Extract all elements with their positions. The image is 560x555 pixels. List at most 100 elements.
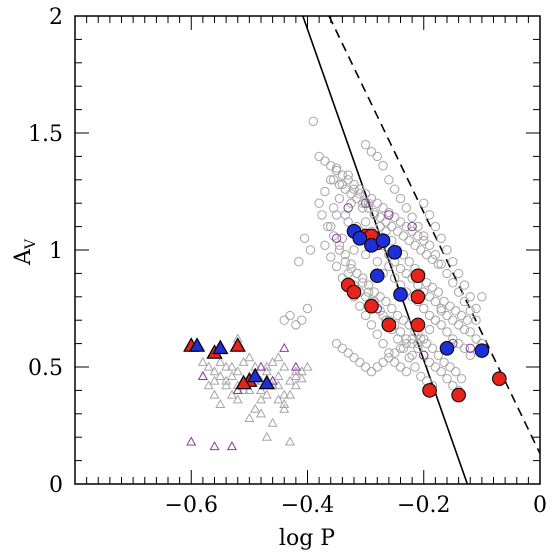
gray-open-triangle	[221, 380, 232, 390]
gray-open-triangle	[255, 408, 267, 418]
gray-open-circle	[346, 264, 356, 274]
gray-open-triangle	[279, 399, 290, 409]
gray-open-circle	[328, 231, 339, 241]
gray-open-circle	[326, 221, 336, 232]
gray-open-triangle	[226, 370, 237, 380]
gray-open-circle	[453, 268, 464, 279]
gray-open-circle	[465, 292, 475, 302]
gray-open-circle	[439, 357, 449, 368]
gray-open-circle	[395, 362, 406, 372]
gray-open-circle	[328, 175, 339, 185]
gray-open-circle	[294, 257, 304, 267]
red-filled-circle	[410, 268, 426, 284]
gray-open-circle	[448, 334, 458, 344]
purple-open-circle	[331, 233, 342, 244]
purple-open-triangle	[255, 361, 267, 371]
gray-open-circle	[413, 343, 423, 353]
y-axis-title: AV	[11, 238, 39, 266]
gray-open-circle	[392, 334, 403, 344]
gray-open-circle	[398, 315, 409, 325]
gray-open-circle	[407, 226, 417, 236]
gray-open-circle	[279, 315, 289, 325]
gray-open-circle	[355, 357, 365, 368]
gray-open-circle	[430, 221, 441, 232]
gray-open-circle	[430, 249, 441, 260]
gray-open-triangle	[296, 366, 307, 376]
gray-open-circle	[360, 217, 371, 227]
gray-open-circle	[349, 245, 359, 255]
gray-open-circle	[372, 151, 382, 162]
gray-open-circle	[387, 221, 397, 232]
tick-labels: −0.6 −0.4 −0.2 0 0 0.5 1 1.5 2	[28, 5, 547, 518]
gray-open-triangle	[226, 389, 237, 399]
gray-open-circle	[358, 273, 368, 283]
x-tick-label: −0.4	[281, 493, 334, 518]
gray-open-circle	[366, 320, 377, 330]
gray-open-circle	[360, 292, 371, 302]
gray-open-circle	[430, 296, 441, 307]
gray-open-circle	[299, 233, 310, 244]
gray-open-circle	[416, 371, 426, 382]
gray-open-circle	[424, 240, 435, 251]
gray-open-triangle	[209, 366, 220, 376]
gray-open-circle	[398, 343, 409, 353]
gray-open-circle	[314, 198, 324, 208]
gray-open-circle	[389, 212, 400, 222]
gray-open-circle	[442, 374, 452, 384]
gray-open-circle	[346, 198, 356, 208]
purple-open-triangle	[209, 441, 220, 451]
gray-open-circle	[430, 362, 441, 372]
gray-open-circle	[340, 249, 350, 260]
gray-open-circle	[363, 203, 374, 213]
x-tick-label: −0.6	[165, 493, 218, 518]
gray-open-circle	[398, 231, 409, 241]
gray-open-circle	[305, 245, 316, 255]
gray-open-circle	[320, 240, 330, 251]
gray-open-triangle	[232, 394, 243, 404]
gray-open-triangle	[290, 366, 301, 376]
gray-open-circle	[337, 170, 348, 180]
gray-open-triangle	[221, 361, 232, 371]
gray-open-circle	[424, 210, 435, 220]
gray-open-circle	[413, 231, 423, 241]
blue-filled-circle	[369, 268, 385, 284]
gray-open-triangle	[244, 384, 255, 394]
gray-open-circle	[331, 261, 342, 272]
gray-open-circle	[360, 189, 371, 199]
gray-open-circle	[451, 306, 461, 316]
gray-open-circle	[349, 352, 359, 363]
gray-open-circle	[419, 231, 429, 241]
gray-open-circle	[401, 221, 412, 232]
gray-open-circle	[436, 259, 446, 269]
gray-open-triangle	[203, 361, 214, 371]
gray-open-circle	[389, 184, 400, 194]
gray-open-circle	[410, 362, 420, 372]
gray-open-circle	[372, 257, 382, 267]
gray-open-triangle	[197, 370, 208, 380]
gray-open-circle	[442, 327, 452, 337]
gray-open-circle	[456, 310, 467, 321]
gray-open-circle	[401, 203, 412, 213]
gray-open-circle	[334, 179, 345, 190]
gray-open-circle	[384, 348, 394, 358]
gray-open-circle	[459, 324, 470, 335]
red-filled-circle	[451, 387, 466, 403]
gray-open-circle	[352, 268, 362, 279]
gray-open-circle	[378, 161, 388, 171]
gray-open-circle	[401, 366, 412, 377]
gray-open-circle	[384, 175, 394, 185]
gray-open-triangle	[267, 356, 278, 366]
gray-open-circle	[448, 315, 458, 325]
gray-open-circle	[334, 245, 345, 255]
gray-open-circle	[433, 287, 443, 297]
gray-open-circle	[419, 198, 429, 208]
purple-open-circle	[343, 203, 353, 213]
gray-open-triangle	[273, 370, 284, 380]
gray-open-circle	[436, 366, 446, 377]
gray-open-triangle	[290, 370, 301, 380]
gray-open-triangle	[203, 380, 214, 390]
gray-open-circle	[363, 280, 374, 290]
gray-open-circle	[378, 310, 388, 321]
gray-open-circle	[395, 193, 406, 204]
gray-open-circle	[413, 221, 423, 232]
